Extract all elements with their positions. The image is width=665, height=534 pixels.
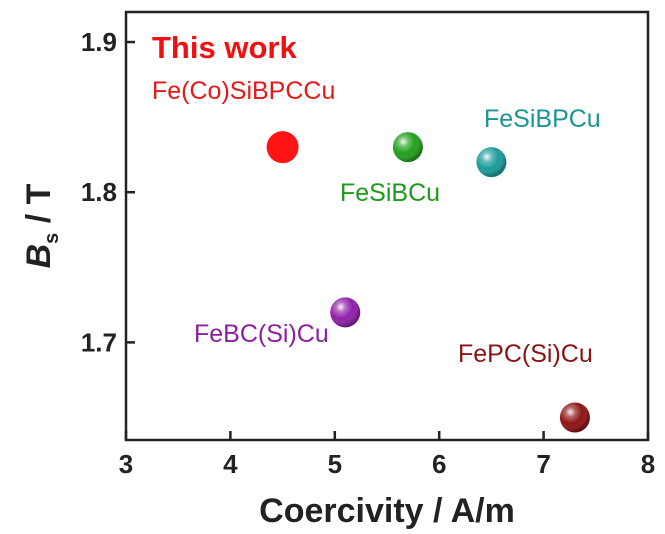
x-tick-label: 6 xyxy=(432,449,446,479)
point-label: FePC(Si)Cu xyxy=(458,340,593,368)
y-tick-label: 1.8 xyxy=(81,177,117,207)
y-tick-label: 1.7 xyxy=(81,327,117,357)
data-points xyxy=(266,131,590,433)
axis-ticks: 3 4 5 6 7 8 1.7 1.8 1.9 xyxy=(81,27,655,479)
x-tick-label: 5 xyxy=(328,449,342,479)
x-tick-label: 4 xyxy=(223,449,238,479)
data-point-shine xyxy=(559,402,590,433)
x-tick-label: 3 xyxy=(119,449,133,479)
x-axis-title: Coercivity / A/m xyxy=(259,492,515,530)
y-axis-title: Bs / T xyxy=(20,183,63,268)
point-label: FeBC(Si)Cu xyxy=(194,320,329,348)
point-label: FeSiBPCu xyxy=(484,105,601,133)
data-point xyxy=(266,131,299,164)
x-tick-label: 8 xyxy=(641,449,655,479)
data-point-shine xyxy=(476,147,507,178)
data-point-shine xyxy=(392,132,423,163)
y-axis-title-unit: / T xyxy=(20,183,58,232)
x-tick-label: 7 xyxy=(536,449,550,479)
point-label: Fe(Co)SiBPCCu xyxy=(152,77,335,105)
data-point-shine xyxy=(330,297,361,328)
point-label: FeSiBCu xyxy=(340,179,440,207)
y-tick-label: 1.9 xyxy=(81,27,117,57)
annotation-this-work: This work xyxy=(152,30,297,65)
point-labels: Fe(Co)SiBPCCu FeSiBCu FeSiBPCu FeBC(Si)Cu Fe… xyxy=(152,77,601,368)
y-axis-title-main: B xyxy=(20,244,58,269)
y-axis-title-sub: s xyxy=(41,233,63,244)
plot-frame xyxy=(124,10,650,442)
